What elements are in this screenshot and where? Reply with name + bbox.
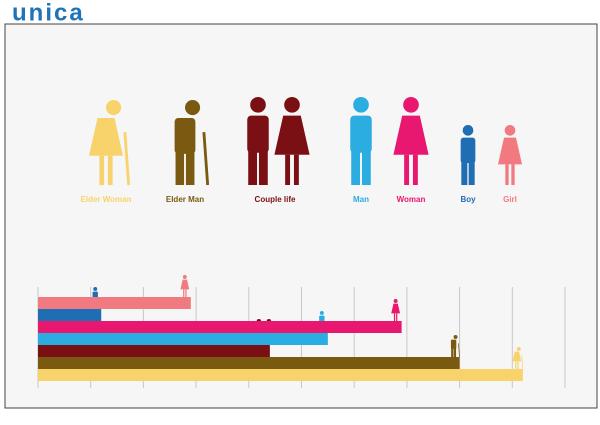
icon-leg <box>107 155 113 185</box>
icon-body <box>247 115 269 153</box>
icon-leg <box>185 150 195 185</box>
bar <box>38 333 328 345</box>
icon-leg <box>451 347 454 357</box>
legend-label: Girl <box>503 195 517 204</box>
icon-body <box>498 137 522 165</box>
icon-leg <box>183 289 185 297</box>
icon-leg <box>461 160 468 185</box>
legend-label: Elder Man <box>166 195 204 204</box>
icon-leg <box>293 154 299 185</box>
icon-body <box>274 115 310 155</box>
icon-body <box>393 115 429 155</box>
legend-label: Woman <box>397 195 426 204</box>
bar <box>38 369 523 381</box>
icon-body <box>460 137 476 163</box>
icon-leg <box>361 148 371 185</box>
icon-leg <box>412 154 418 185</box>
logo: unica <box>12 0 85 26</box>
legend-label: Man <box>353 195 369 204</box>
icon-body <box>350 115 372 153</box>
icon-body <box>512 351 522 362</box>
icon-leg <box>511 164 515 185</box>
icon-head <box>185 100 201 116</box>
bar <box>38 321 402 333</box>
icon-head <box>93 287 98 291</box>
bar <box>38 297 191 309</box>
icon-leg <box>99 155 105 185</box>
icon-body <box>391 303 401 314</box>
icon-leg <box>248 148 258 185</box>
icon-head <box>319 311 324 315</box>
icon-head <box>250 97 266 113</box>
bar <box>38 345 270 357</box>
icon-leg <box>393 313 396 321</box>
icon-leg <box>175 150 185 185</box>
icon-head <box>393 299 398 303</box>
icon-head <box>182 275 187 279</box>
icon-cane <box>202 132 210 186</box>
bar <box>38 309 102 321</box>
icon-leg <box>396 313 398 321</box>
icon-head <box>106 100 122 116</box>
icon-leg <box>351 148 361 185</box>
icon-leg <box>185 289 187 297</box>
legend-label: Couple life <box>255 195 296 204</box>
icon-cane <box>521 355 524 370</box>
icon-head <box>462 124 474 136</box>
icon-head <box>403 97 419 113</box>
icon-body <box>89 117 123 156</box>
icon-head <box>284 97 300 113</box>
icon-leg <box>404 154 410 185</box>
icon-leg <box>285 154 291 185</box>
icon-head <box>516 347 521 351</box>
icon-leg <box>515 361 517 369</box>
icon-leg <box>505 164 509 185</box>
icon-leg <box>258 148 268 185</box>
icon-head <box>453 335 458 339</box>
icon-body <box>174 117 196 154</box>
bar <box>38 357 460 369</box>
legend-label: Boy <box>460 195 476 204</box>
icon-body <box>180 279 190 290</box>
icon-leg <box>453 347 457 357</box>
icon-cane <box>123 132 131 186</box>
legend-label: Elder Woman <box>81 195 132 204</box>
icon-leg <box>468 160 475 185</box>
icon-head <box>353 97 369 113</box>
icon-body <box>450 339 457 349</box>
icon-cane <box>458 343 460 358</box>
icon-leg <box>517 361 519 369</box>
icon-head <box>504 124 516 136</box>
